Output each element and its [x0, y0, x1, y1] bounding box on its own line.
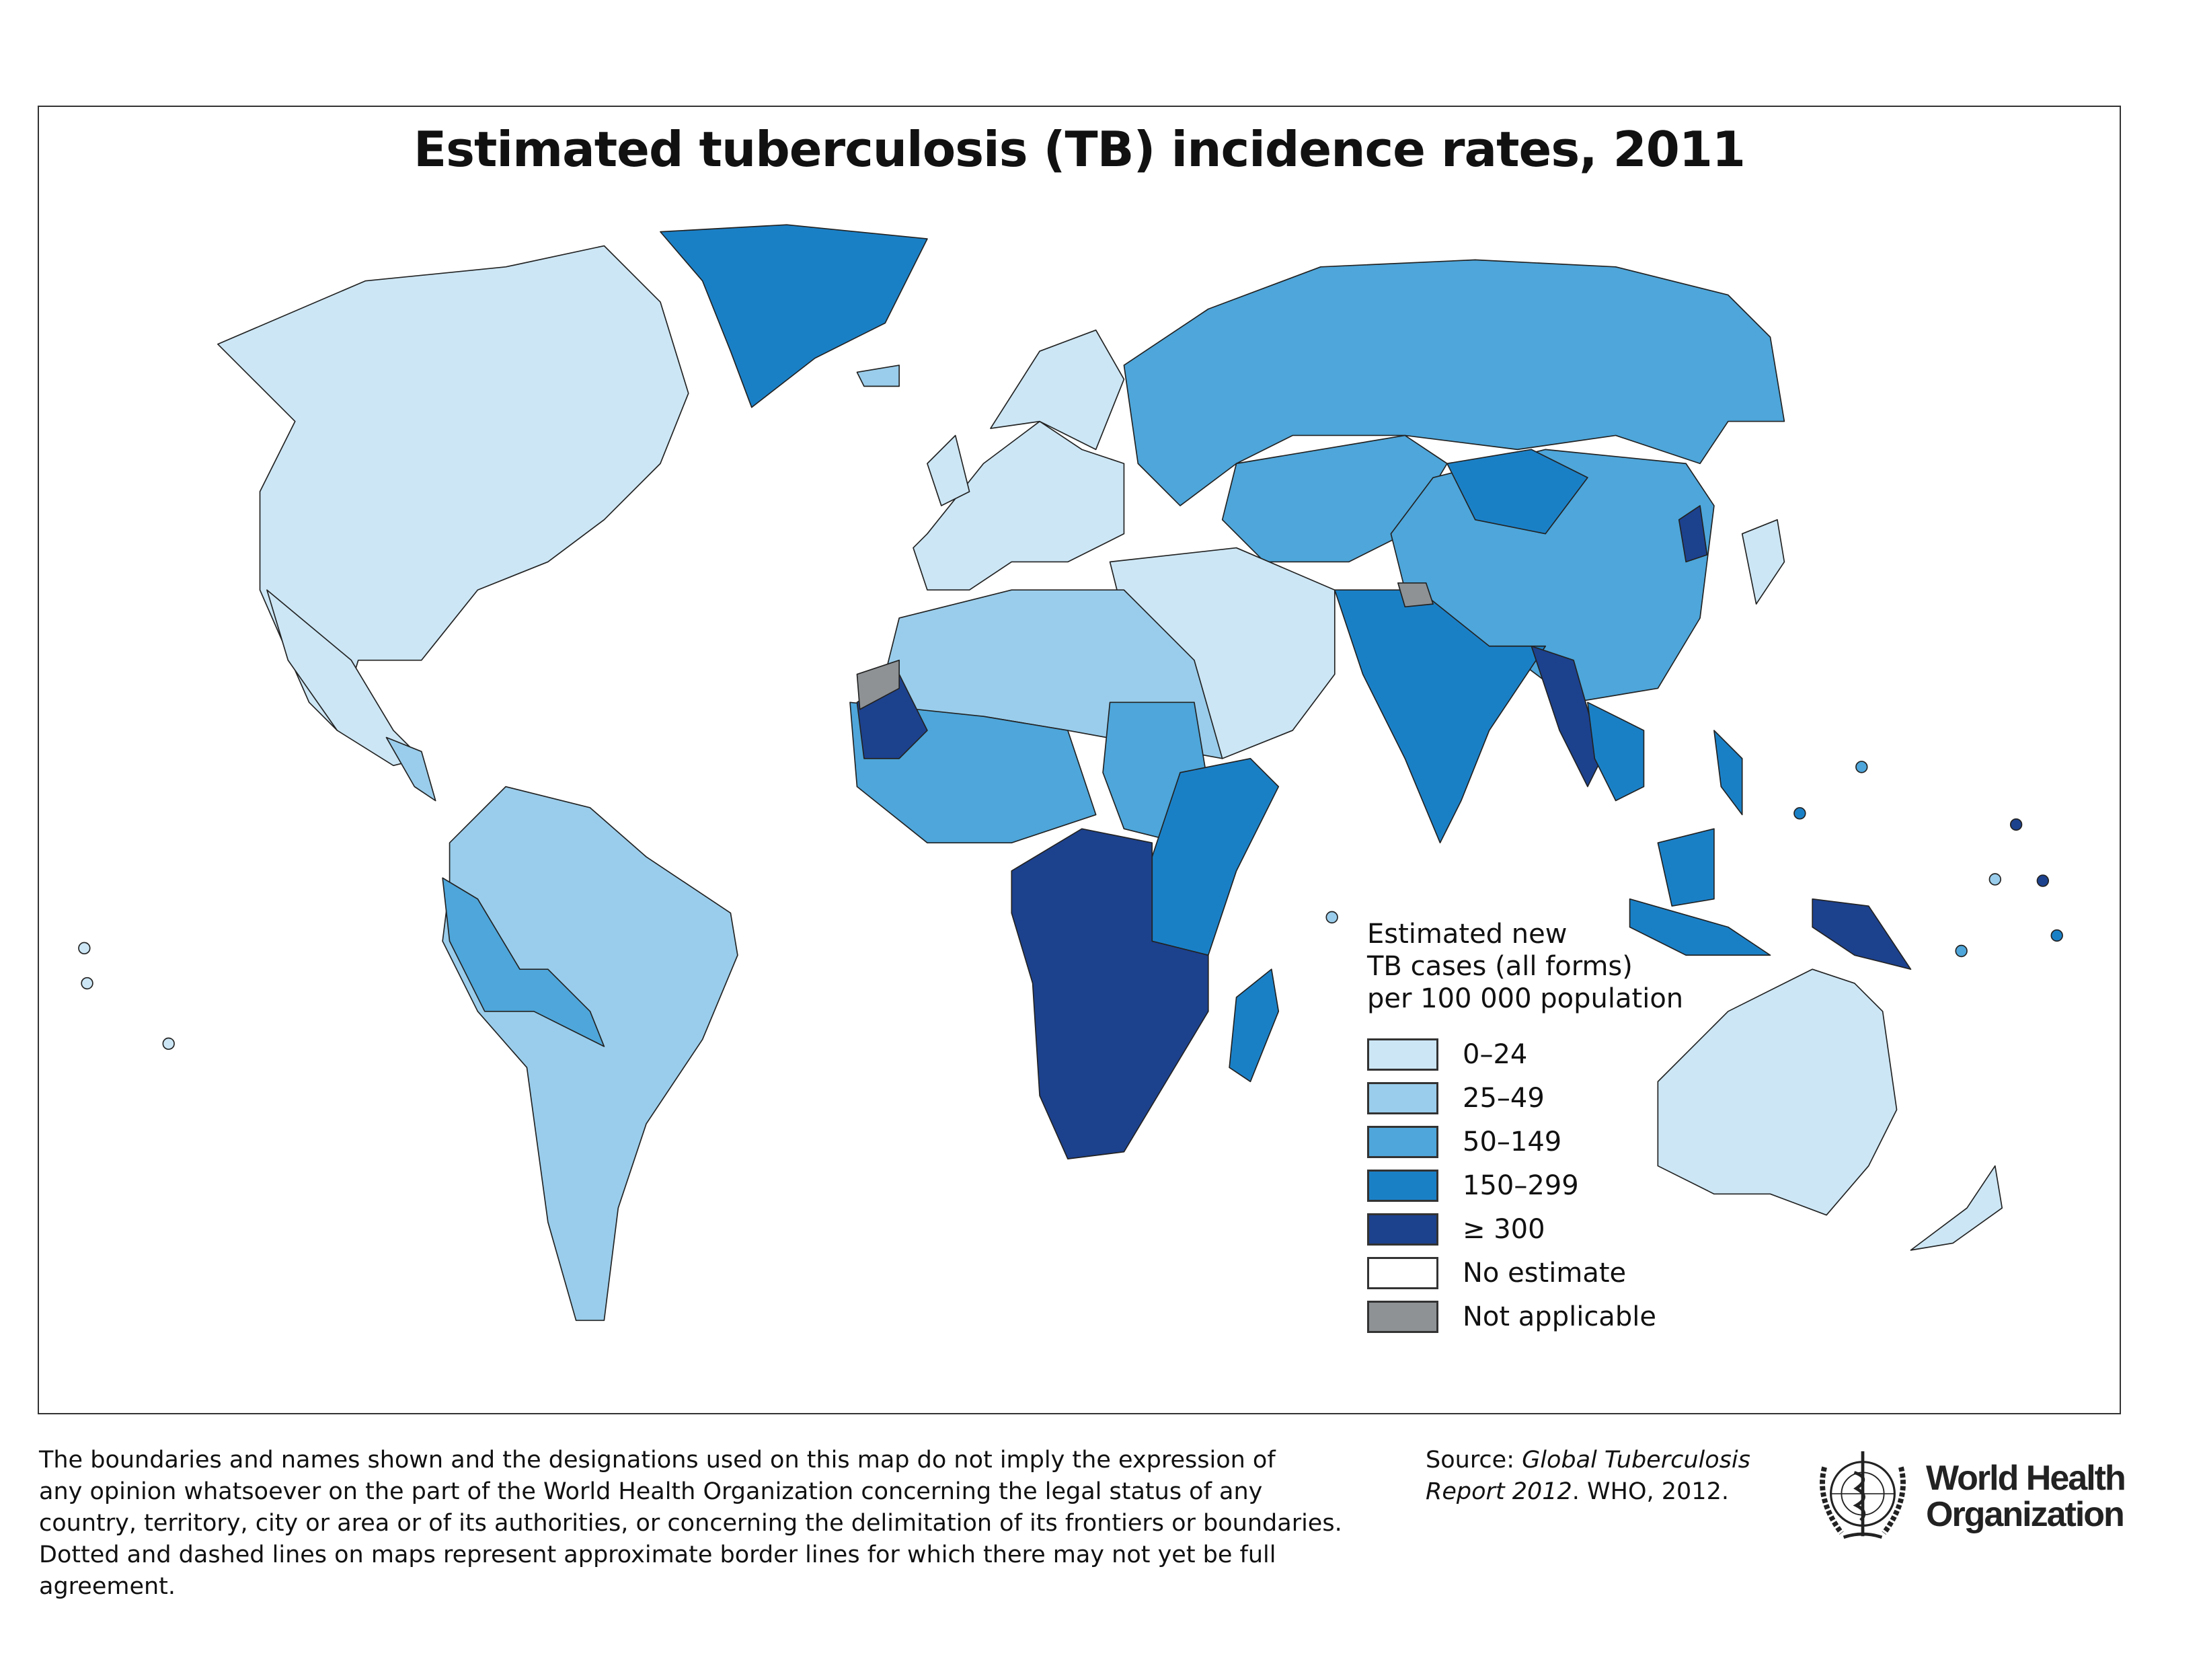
legend-swatch — [1367, 1038, 1438, 1071]
island-marker — [78, 942, 91, 955]
map-title: Estimated tuberculosis (TB) incidence ra… — [413, 121, 1746, 178]
region-indochina — [1587, 701, 1645, 802]
region-southern-africa — [1011, 828, 1209, 1159]
legend-title-line: Estimated new — [1367, 919, 1568, 950]
legend-item: Not applicable — [1367, 1295, 1683, 1338]
disclaimer: The boundaries and names shown and the d… — [39, 1445, 1418, 1603]
source-title: Global Tuberculosis — [1522, 1447, 1750, 1474]
region-scandinavia — [990, 329, 1125, 451]
legend-label: 50–149 — [1463, 1126, 1562, 1157]
legend-swatch — [1367, 1300, 1438, 1333]
region-north-america — [217, 245, 689, 731]
legend-label: No estimate — [1463, 1257, 1627, 1289]
legend-item: 25–49 — [1367, 1076, 1683, 1120]
island-marker — [2050, 929, 2063, 942]
region-peru-bolivia — [442, 877, 605, 1047]
region-papua-new-guinea — [1812, 898, 1912, 970]
region-uk — [927, 434, 970, 506]
legend: Estimated new TB cases (all forms) per 1… — [1367, 918, 1683, 1338]
legend-label: 150–299 — [1463, 1170, 1579, 1201]
map-frame — [38, 106, 2121, 1414]
region-western-sahara — [856, 659, 900, 710]
island-marker — [1325, 911, 1338, 924]
region-madagascar — [1229, 968, 1280, 1083]
region-indonesia — [1629, 898, 1771, 956]
region-borneo — [1657, 828, 1715, 907]
island-marker — [2009, 818, 2023, 831]
region-kashmir — [1397, 582, 1434, 608]
island-marker — [2036, 874, 2050, 887]
island-marker — [1855, 761, 1868, 773]
region-philippines — [1713, 730, 1743, 816]
region-south-asia — [1334, 589, 1547, 844]
legend-item: 50–149 — [1367, 1120, 1683, 1163]
who-logo-text: World Health Organization — [1926, 1459, 2126, 1534]
region-central-asia — [1221, 434, 1448, 563]
legend-swatch — [1367, 1256, 1438, 1289]
region-greenland — [660, 224, 928, 408]
region-myanmar — [1531, 645, 1602, 788]
legend-title-line: TB cases (all forms) — [1367, 951, 1633, 982]
source-suffix: . WHO, 2012. — [1572, 1478, 1729, 1505]
legend-swatch — [1367, 1081, 1438, 1114]
region-europe — [913, 420, 1125, 591]
legend-item: 150–299 — [1367, 1163, 1683, 1207]
legend-item: No estimate — [1367, 1251, 1683, 1295]
who-emblem-icon — [1820, 1451, 1906, 1539]
legend-item: ≥ 300 — [1367, 1207, 1683, 1251]
region-japan — [1741, 519, 1785, 605]
legend-swatch — [1367, 1125, 1438, 1158]
disclaimer-line: any opinion whatsoever on the part of th… — [39, 1478, 1263, 1505]
island-marker — [1988, 873, 2001, 886]
legend-item: 0–24 — [1367, 1032, 1683, 1076]
logo-line: Organization — [1926, 1495, 2125, 1534]
legend-title-line: per 100 000 population — [1367, 983, 1684, 1014]
region-australia — [1657, 968, 1898, 1216]
legend-title: Estimated new TB cases (all forms) per 1… — [1367, 918, 1683, 1015]
disclaimer-line: country, territory, city or area or of i… — [39, 1510, 1342, 1537]
disclaimer-line: Dotted and dashed lines on maps represen… — [39, 1541, 1276, 1600]
who-logo: World Health Organization — [1809, 1446, 2126, 1547]
island-marker — [81, 977, 93, 990]
region-dpr-korea — [1678, 505, 1708, 563]
disclaimer-line: The boundaries and names shown and the d… — [39, 1447, 1276, 1474]
source-title: Report 2012 — [1426, 1478, 1572, 1505]
region-russia — [1123, 259, 1785, 506]
source-prefix: Source: — [1426, 1447, 1522, 1474]
legend-label: ≥ 300 — [1463, 1213, 1545, 1245]
logo-line: World Health — [1926, 1459, 2126, 1498]
region-iceland — [856, 365, 900, 387]
island-marker — [1793, 807, 1806, 820]
legend-swatch — [1367, 1213, 1438, 1246]
region-south-america — [442, 786, 738, 1322]
legend-label: 25–49 — [1463, 1082, 1545, 1114]
island-marker — [162, 1037, 175, 1051]
island-marker — [1955, 944, 1968, 958]
region-mongolia — [1446, 449, 1588, 535]
legend-label: 0–24 — [1463, 1038, 1528, 1070]
source-citation: Source: Global Tuberculosis Report 2012.… — [1426, 1445, 1750, 1508]
legend-label: Not applicable — [1463, 1301, 1656, 1332]
region-new-zealand — [1910, 1165, 2003, 1251]
legend-swatch — [1367, 1169, 1438, 1202]
region-central-america — [385, 736, 436, 802]
